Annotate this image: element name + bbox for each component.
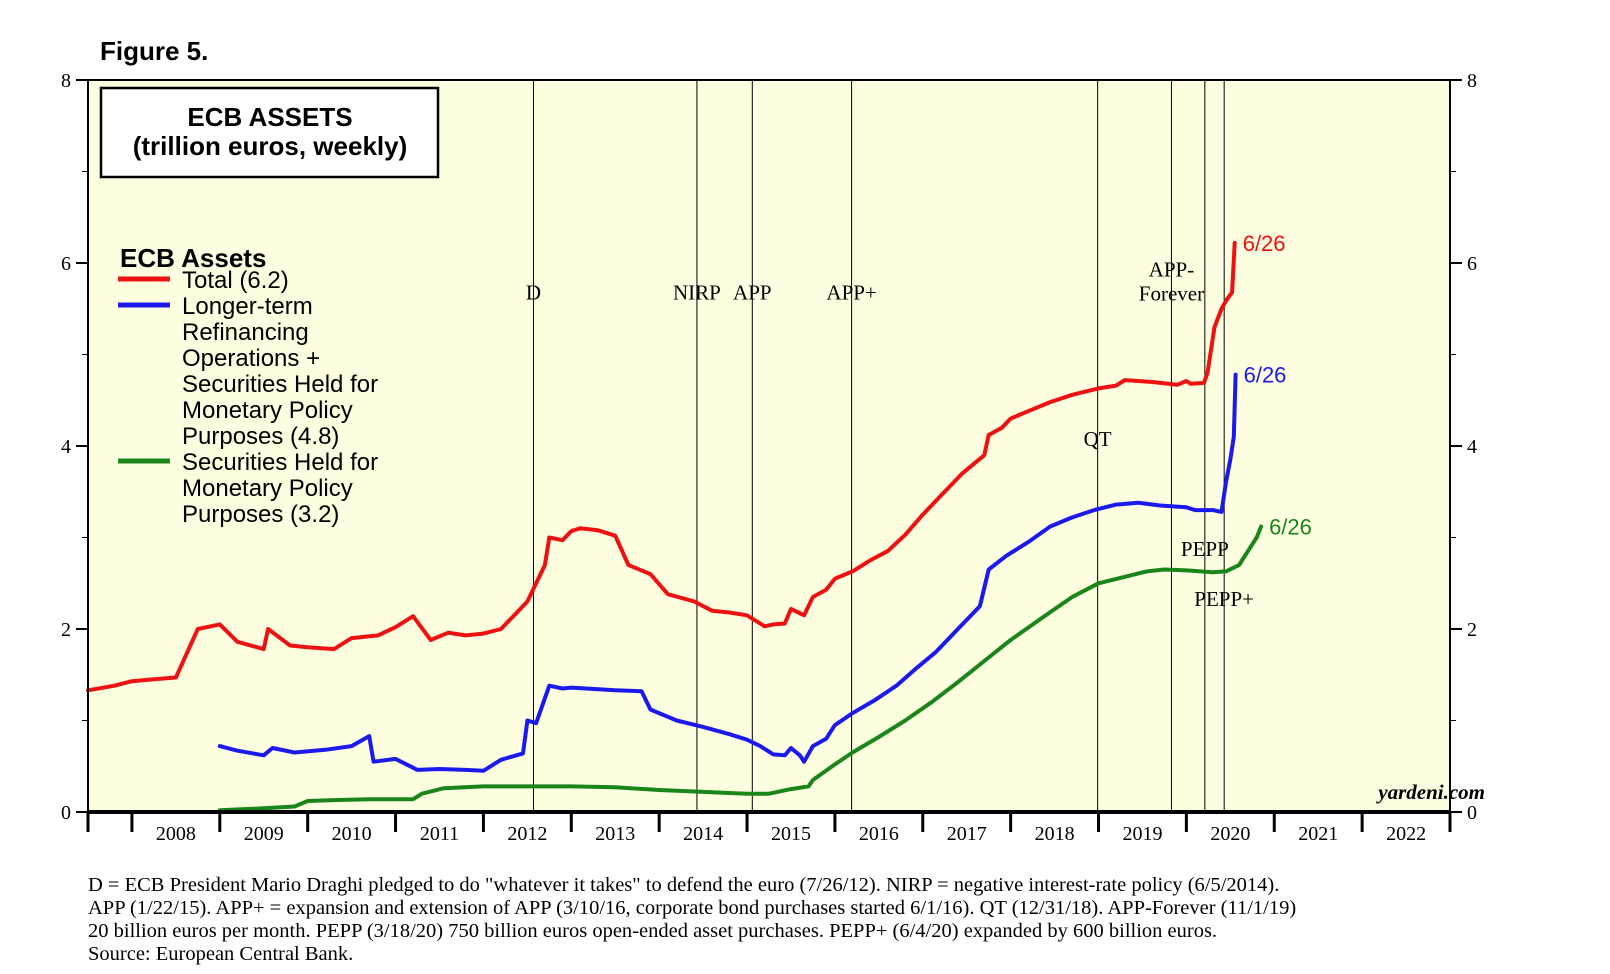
footnote-line: D = ECB President Mario Draghi pledged t…: [88, 874, 1280, 896]
y-tick-label: 4: [1467, 436, 1477, 458]
y-tick-label: 0: [1467, 802, 1477, 824]
event-label: APP+: [826, 281, 876, 305]
x-tick-label: 2008: [156, 823, 196, 845]
plot-area: [88, 80, 1450, 812]
footnote-line: APP (1/22/15). APP+ = expansion and exte…: [88, 897, 1297, 919]
y-tick-label: 0: [61, 802, 71, 824]
y-tick-label: 4: [61, 436, 71, 458]
watermark: yardeni.com: [1375, 780, 1485, 804]
legend-label: Total (6.2): [182, 267, 289, 294]
legend-label: Longer-term: [182, 293, 313, 320]
y-tick-label: 8: [61, 70, 71, 92]
y-tick-label: 2: [61, 619, 71, 641]
end-label: 6/26: [1244, 363, 1287, 388]
event-label: Forever: [1139, 282, 1204, 306]
legend-label: Operations +: [182, 345, 320, 372]
event-label: PEPP+: [1194, 587, 1254, 611]
axes: 0 0 2 2 4 4 6 6 8 8 2008 2009 2010 2011 2012 2013 2014 20…: [61, 70, 1477, 845]
x-tick-label: 2020: [1210, 823, 1250, 845]
legend-label: Purposes (4.8): [182, 423, 339, 450]
x-tick-label: 2010: [332, 823, 372, 845]
series-line-0: [86, 240, 1237, 693]
x-tick-label: 2019: [1122, 823, 1162, 845]
series-line-2: [217, 524, 1264, 813]
event-lines: D NIRP APP APP+ QT APP-Forever PEPP PEPP+: [526, 80, 1254, 812]
event-label: APP-: [1149, 258, 1195, 282]
legend-label: Refinancing: [182, 319, 309, 346]
y-tick-label: 8: [1467, 70, 1477, 92]
y-tick-label: 2: [1467, 619, 1477, 641]
legend-label: Securities Held for: [182, 371, 378, 398]
legend-label: Monetary Policy: [182, 475, 353, 502]
event-label: NIRP: [673, 281, 721, 305]
series-line-1: [217, 372, 1238, 773]
end-label: 6/26: [1269, 515, 1312, 540]
x-tick-label: 2021: [1298, 823, 1338, 845]
event-label: D: [526, 281, 541, 305]
event-label: QT: [1084, 427, 1112, 451]
title-line-1: ECB ASSETS: [187, 102, 352, 132]
series-lines: 6/26 6/26 6/26: [86, 231, 1312, 813]
legend-label: Securities Held for: [182, 449, 378, 476]
x-tick-label: 2015: [771, 823, 811, 845]
x-tick-label: 2012: [507, 823, 547, 845]
x-tick-label: 2009: [244, 823, 284, 845]
x-tick-label: 2011: [420, 823, 459, 845]
figure-title: Figure 5.: [100, 36, 209, 66]
legend-heading: ECB Assets: [120, 243, 266, 273]
x-tick-label: 2016: [859, 823, 899, 845]
x-tick-label: 2022: [1386, 823, 1426, 845]
legend: ECB Assets Total (6.2)Longer-termRefinan…: [118, 243, 378, 528]
title-line-2: (trillion euros, weekly): [133, 131, 408, 161]
x-tick-label: 2014: [683, 823, 723, 845]
end-label: 6/26: [1243, 231, 1286, 256]
y-tick-label: 6: [61, 253, 71, 275]
x-tick-label: 2017: [947, 823, 987, 845]
title-box: ECB ASSETS (trillion euros, weekly): [99, 86, 440, 179]
event-label: APP: [733, 281, 772, 305]
x-tick-label: 2013: [595, 823, 635, 845]
x-tick-label: 2018: [1035, 823, 1075, 845]
legend-label: Purposes (3.2): [182, 501, 339, 528]
legend-label: Monetary Policy: [182, 397, 353, 424]
footnote-line: 20 billion euros per month. PEPP (3/18/2…: [88, 920, 1218, 942]
title-box-frame: [99, 86, 440, 179]
footnote-line: Source: European Central Bank.: [88, 943, 354, 965]
footnote: D = ECB President Mario Draghi pledged t…: [88, 874, 1568, 966]
event-label: PEPP: [1181, 537, 1229, 561]
y-tick-label: 6: [1467, 253, 1477, 275]
